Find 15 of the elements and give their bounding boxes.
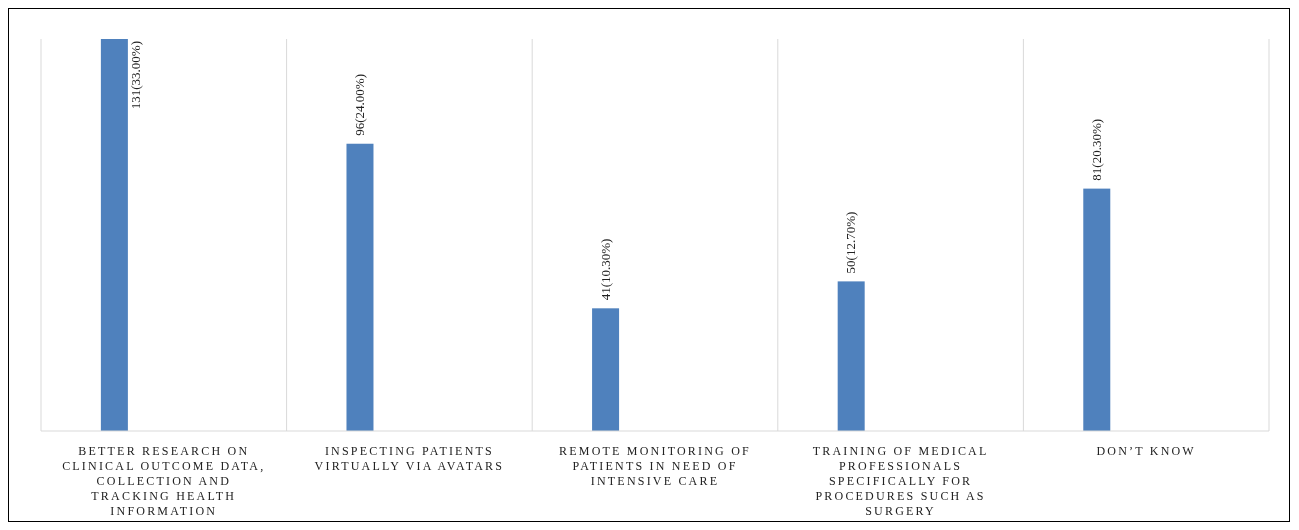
data-label: 96(24.00%) xyxy=(351,73,367,136)
bar xyxy=(100,39,128,431)
x-tick-label: DON’T KNOW xyxy=(1096,444,1196,458)
data-label: 41(10.30%) xyxy=(597,238,613,301)
bar xyxy=(1083,188,1111,431)
x-tick-label: INSPECTING PATIENTS VIRTUALLY VIA AVATARS xyxy=(314,444,505,473)
bar xyxy=(346,143,374,431)
bar xyxy=(837,281,865,431)
bar xyxy=(592,308,620,431)
x-tick-label: REMOTE MONITORING OF PATIENTS IN NEED OF INTENSIVE CARE xyxy=(559,444,751,488)
data-label: 131(33.00%) xyxy=(127,41,143,110)
data-label: 81(20.30%) xyxy=(1088,118,1104,181)
data-label: 50(12.70%) xyxy=(843,211,859,274)
x-tick-label: TRAINING OF MEDICAL PROFESSIONALS SPECIFICALLY FOR PROCEDURES SUCH AS SURGERY xyxy=(812,444,989,518)
x-tick-label: BETTER RESEARCH ON CLINICAL OUTCOME DATA, COLLECTION AND TRACKING HEALTH INFORMATION xyxy=(62,444,266,518)
